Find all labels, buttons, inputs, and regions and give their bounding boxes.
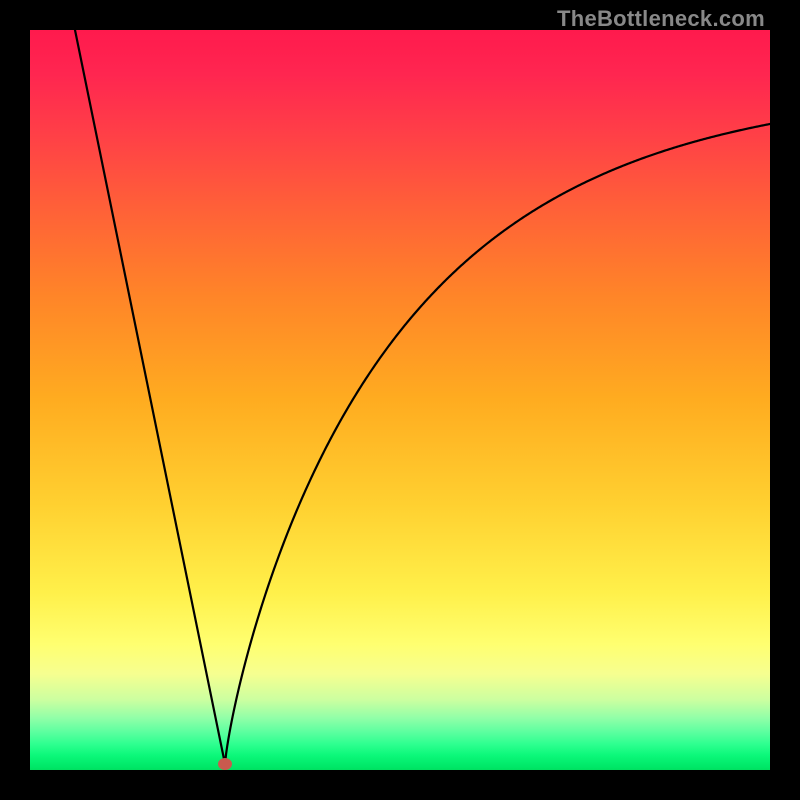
watermark-label: TheBottleneck.com	[557, 6, 765, 32]
chart-svg	[0, 0, 800, 800]
plot-area	[30, 30, 770, 770]
chart-stage: TheBottleneck.com	[0, 0, 800, 800]
minimum-marker	[218, 758, 232, 770]
